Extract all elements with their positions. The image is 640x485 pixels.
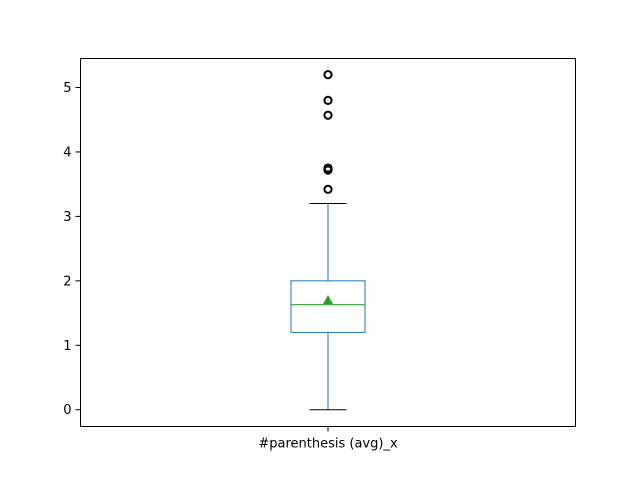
outlier-point: [323, 70, 333, 80]
y-tick-label: 5: [63, 81, 71, 96]
y-tick-label: 3: [63, 210, 71, 225]
y-tick-label: 2: [63, 274, 71, 289]
plot-area: [290, 70, 366, 411]
outlier-point: [323, 95, 333, 105]
y-tick-label: 4: [63, 145, 71, 160]
axes: 0 1 2 3 4 5 #parenthesis (avg)_x: [63, 81, 398, 451]
outlier-point: [323, 184, 333, 194]
y-tick-label: 1: [63, 339, 71, 354]
outlier-point: [323, 163, 333, 173]
x-tick-label: #parenthesis (avg)_x: [258, 437, 398, 452]
iqr-box: [290, 280, 366, 333]
mean-marker: [323, 295, 333, 305]
y-tick-label: 0: [63, 403, 71, 418]
outlier-point: [323, 110, 333, 120]
